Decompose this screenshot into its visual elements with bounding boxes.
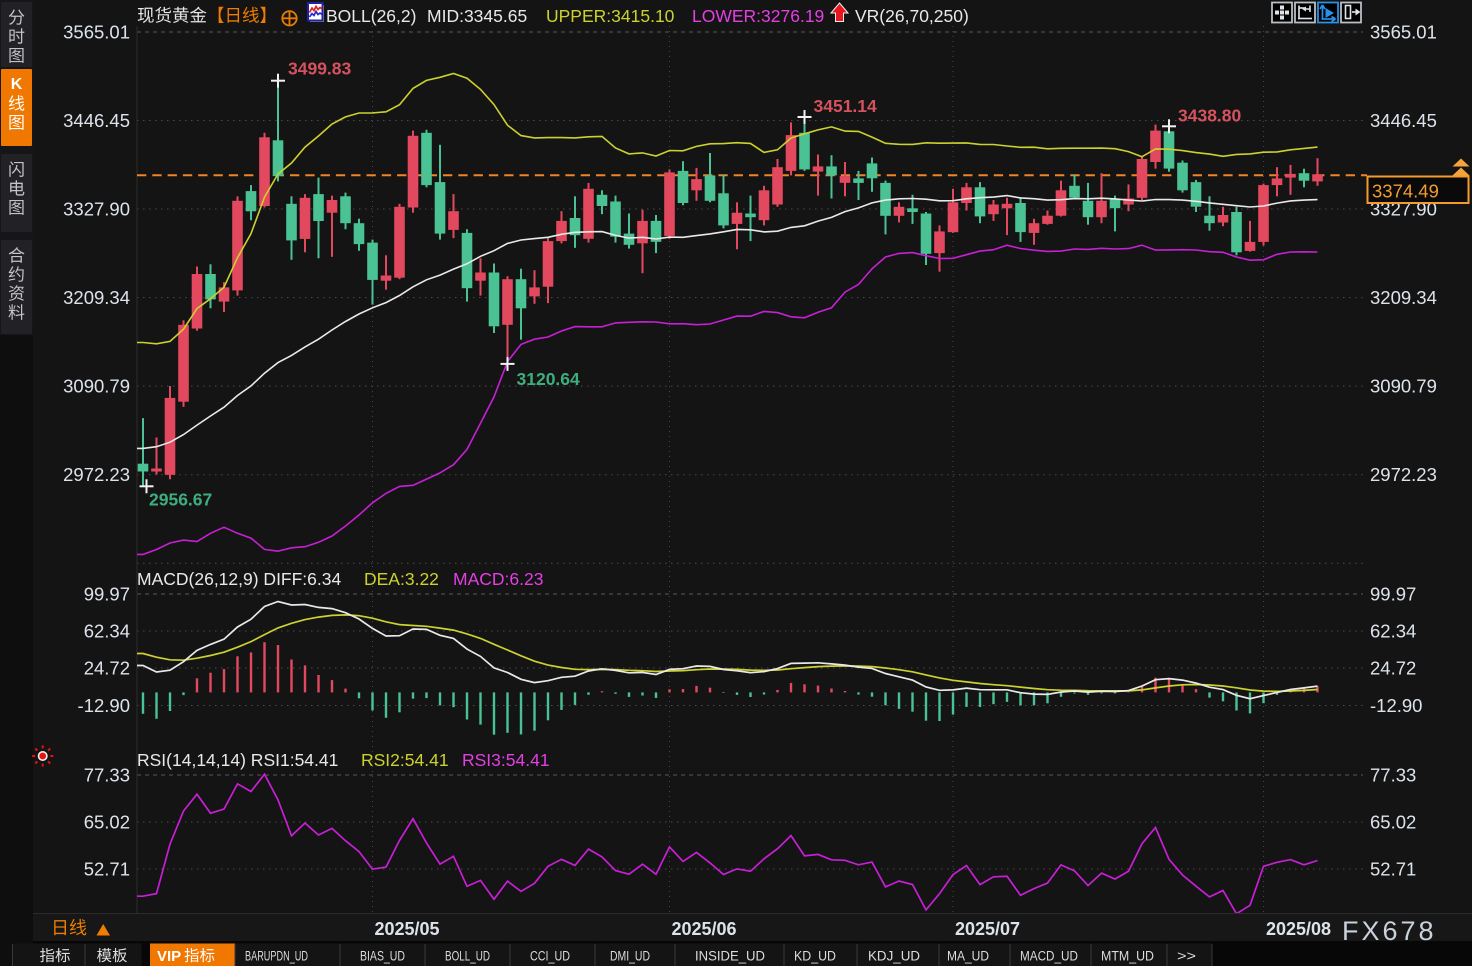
svg-text:3327.90: 3327.90	[63, 199, 130, 220]
svg-text:52.71: 52.71	[84, 859, 130, 880]
svg-text:65.02: 65.02	[1370, 812, 1416, 833]
svg-text:BIAS_UD: BIAS_UD	[360, 949, 405, 964]
svg-text:CCI_UD: CCI_UD	[530, 949, 570, 964]
svg-text:MACD(26,12,9) DIFF:6.34: MACD(26,12,9) DIFF:6.34	[137, 569, 341, 589]
svg-text:INSIDE_UD: INSIDE_UD	[695, 949, 765, 964]
svg-text:-12.90: -12.90	[78, 695, 130, 716]
svg-text:3090.79: 3090.79	[63, 376, 130, 397]
svg-text:3565.01: 3565.01	[1370, 22, 1437, 43]
svg-text:3451.14: 3451.14	[814, 96, 878, 116]
svg-text:LOWER:3276.19: LOWER:3276.19	[692, 6, 824, 26]
svg-text:K: K	[11, 76, 23, 93]
svg-text:24.72: 24.72	[1370, 658, 1416, 679]
svg-text:99.97: 99.97	[84, 584, 130, 605]
svg-text:KD_UD: KD_UD	[794, 949, 836, 964]
svg-text:FX678: FX678	[1342, 916, 1437, 946]
svg-text:3120.64: 3120.64	[517, 369, 581, 389]
svg-text:52.71: 52.71	[1370, 859, 1416, 880]
svg-text:MACD:6.23: MACD:6.23	[453, 569, 543, 589]
svg-text:65.02: 65.02	[84, 812, 130, 833]
svg-text:2956.67: 2956.67	[149, 489, 212, 509]
svg-text:2972.23: 2972.23	[63, 464, 130, 485]
svg-text:RSI2:54.41: RSI2:54.41	[361, 750, 449, 770]
svg-text:RSI3:54.41: RSI3:54.41	[462, 750, 550, 770]
svg-text:3499.83: 3499.83	[288, 59, 352, 79]
svg-text:DMI_UD: DMI_UD	[610, 949, 650, 964]
svg-text:3209.34: 3209.34	[63, 287, 130, 308]
svg-text:BARUPDN_UD: BARUPDN_UD	[245, 949, 308, 964]
svg-text:2025/05: 2025/05	[375, 919, 440, 939]
svg-text:3209.34: 3209.34	[1370, 287, 1437, 308]
svg-text:VIP: VIP	[157, 948, 181, 965]
svg-text:77.33: 77.33	[84, 765, 130, 786]
svg-text:3565.01: 3565.01	[63, 22, 130, 43]
svg-text:BOLL(26,2): BOLL(26,2)	[326, 6, 416, 26]
svg-text:3374.49: 3374.49	[1372, 181, 1439, 202]
svg-text:-12.90: -12.90	[1370, 695, 1422, 716]
svg-text:2025/06: 2025/06	[672, 919, 737, 939]
svg-text:DEA:3.22: DEA:3.22	[364, 569, 439, 589]
svg-text:>>: >>	[1177, 949, 1196, 964]
svg-text:2972.23: 2972.23	[1370, 464, 1437, 485]
svg-text:62.34: 62.34	[1370, 621, 1416, 642]
svg-text:3446.45: 3446.45	[1370, 110, 1437, 131]
svg-text:UPPER:3415.10: UPPER:3415.10	[546, 6, 675, 26]
svg-text:MACD_UD: MACD_UD	[1020, 949, 1078, 964]
svg-text:24.72: 24.72	[84, 658, 130, 679]
svg-text:VR(26,70,250): VR(26,70,250)	[855, 6, 969, 26]
svg-text:2025/08: 2025/08	[1266, 919, 1331, 939]
svg-text:KDJ_UD: KDJ_UD	[868, 949, 920, 964]
svg-text:3438.80: 3438.80	[1178, 105, 1242, 125]
svg-text:MID:3345.65: MID:3345.65	[427, 6, 527, 26]
svg-text:3446.45: 3446.45	[63, 110, 130, 131]
svg-text:BOLL_UD: BOLL_UD	[445, 949, 490, 964]
svg-text:3090.79: 3090.79	[1370, 376, 1437, 397]
svg-text:MTM_UD: MTM_UD	[1101, 949, 1154, 964]
svg-text:62.34: 62.34	[84, 621, 130, 642]
svg-text:99.97: 99.97	[1370, 584, 1416, 605]
svg-text:2025/07: 2025/07	[955, 919, 1020, 939]
svg-text:MA_UD: MA_UD	[947, 949, 989, 964]
svg-text:77.33: 77.33	[1370, 765, 1416, 786]
svg-text:RSI(14,14,14) RSI1:54.41: RSI(14,14,14) RSI1:54.41	[137, 750, 338, 770]
